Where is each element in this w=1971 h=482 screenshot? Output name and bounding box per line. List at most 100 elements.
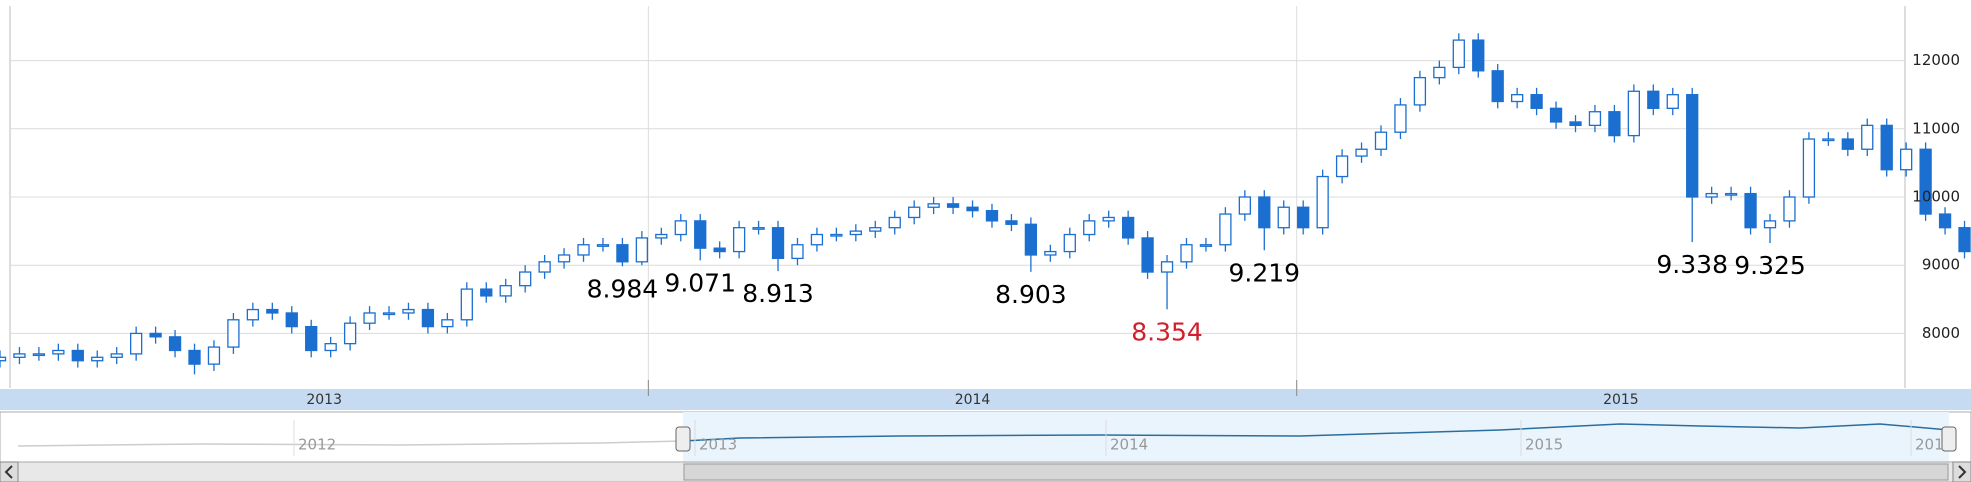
candle-body [1647, 90, 1660, 109]
candle-body [655, 233, 668, 239]
candle-body [1452, 39, 1465, 69]
candle-body [1744, 192, 1757, 229]
navigator-label: 2014 [1110, 436, 1148, 454]
candle-body [0, 356, 7, 362]
candle-body [830, 233, 843, 237]
candle-body [1588, 111, 1602, 127]
candle-body [32, 353, 46, 357]
navigator-labels: 2012 2013 2014 2015 201 [293, 420, 1944, 456]
candle-body [927, 203, 940, 208]
candle-body [1355, 148, 1368, 157]
candle-body [71, 349, 84, 362]
candle-body [266, 308, 279, 314]
y-tick-label: 10000 [1912, 188, 1960, 206]
y-tick-label: 9000 [1922, 256, 1960, 274]
year-label: 2013 [306, 392, 342, 408]
candle-body [966, 206, 979, 212]
candle-body [519, 271, 532, 287]
navigator-line [682, 423, 1950, 442]
candle-body [149, 332, 162, 338]
candle-body [324, 343, 337, 352]
candle-body [91, 356, 104, 362]
candle-body [52, 349, 65, 355]
candle-body [188, 349, 201, 365]
annotation: 9.071 [664, 268, 736, 297]
candle-body [1083, 220, 1096, 236]
candle-body [227, 319, 240, 348]
y-tick-label: 12000 [1912, 51, 1960, 69]
candle-body [1919, 148, 1932, 215]
candle-body [1063, 233, 1076, 253]
candle-body [771, 227, 785, 260]
scroll-right-button[interactable] [1952, 461, 1971, 482]
candle-body [1549, 107, 1563, 123]
navigator-handle-right[interactable] [1941, 426, 1957, 452]
navigator-label: 201 [1915, 436, 1944, 454]
year-label: 2015 [1603, 392, 1639, 408]
scroll-left-button[interactable] [0, 461, 19, 482]
candle-body [1335, 155, 1349, 178]
candle-body [1608, 111, 1621, 137]
candle-body [1705, 192, 1718, 198]
navigator-handle-left[interactable] [675, 426, 691, 452]
candle-body [674, 220, 687, 236]
candle-body [1763, 220, 1777, 229]
navigator-selection [683, 412, 1949, 462]
candles [0, 33, 1971, 375]
candle-body [421, 308, 435, 328]
candle-body [1627, 90, 1641, 137]
navigator-label: 2012 [298, 436, 336, 454]
candle-body [694, 220, 707, 249]
candle-body [130, 332, 143, 355]
year-band [0, 389, 1971, 410]
candle-body [1374, 131, 1388, 150]
candle-body [713, 247, 726, 253]
candle-body [441, 319, 454, 328]
candle-body [1880, 124, 1893, 171]
candle-body [869, 227, 882, 232]
candle-body [480, 288, 493, 297]
candle-body [1569, 121, 1582, 127]
candle-body [1861, 124, 1874, 150]
candle-body [1472, 39, 1485, 72]
y-tick-label: 8000 [1922, 324, 1960, 342]
candle-body [849, 230, 862, 236]
candle-body [13, 353, 26, 358]
candle-body [908, 206, 921, 219]
annotation: 9.338 [1656, 250, 1728, 279]
candle-body [538, 261, 551, 273]
candle-body [1044, 250, 1057, 256]
year-label: 2014 [955, 392, 991, 408]
candle-body [1180, 244, 1193, 263]
candle-body [1841, 138, 1854, 150]
candle-body [382, 312, 396, 316]
candle-body [110, 353, 123, 358]
navigator-label: 2013 [699, 436, 737, 454]
annotation: 8.903 [995, 280, 1067, 309]
navigator-line-outside [17, 440, 684, 447]
labels: 8000 9000 10000 11000 12000 2013 2014 2015 8.984… [306, 51, 1960, 408]
candle-body [732, 227, 746, 253]
scrollbar-thumb[interactable] [683, 463, 1949, 481]
annotation: 9.325 [1734, 251, 1806, 280]
candle-body [305, 325, 318, 352]
grid [10, 6, 1905, 396]
candle-body [1297, 206, 1310, 229]
candle-body [1141, 237, 1154, 273]
y-tick-label: 11000 [1912, 119, 1960, 137]
candle-body [888, 216, 901, 229]
candle-body [1316, 175, 1329, 229]
annotation: 8.913 [742, 279, 814, 308]
candle-body [1024, 223, 1038, 256]
candle-body [1511, 94, 1524, 103]
candle-body [557, 254, 571, 263]
candle-body [752, 227, 765, 230]
arrow-left [4, 465, 13, 479]
annotation: 8.984 [587, 274, 659, 303]
candle-body [402, 308, 415, 314]
navigator-label: 2015 [1525, 436, 1563, 454]
candle-body [1121, 216, 1135, 239]
candle-body [1394, 104, 1407, 133]
